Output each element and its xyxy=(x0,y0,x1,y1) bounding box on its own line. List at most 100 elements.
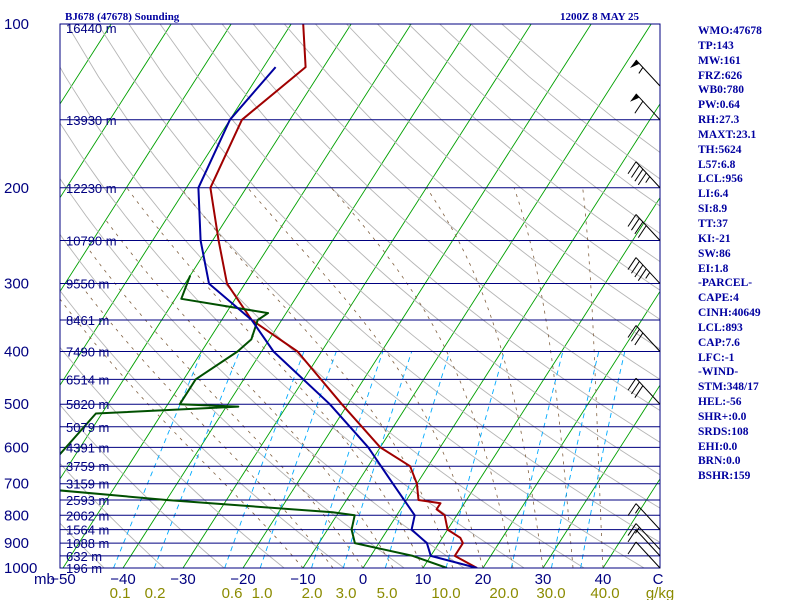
sounding-index-item: CAP:7.6 xyxy=(698,336,740,349)
wind-barb-flag xyxy=(634,221,644,235)
height-label: 1088 m xyxy=(66,536,109,551)
wind-barb xyxy=(630,59,661,87)
wind-barb-half-flag xyxy=(645,176,651,183)
wind-barb-staff xyxy=(635,257,661,284)
wind-barb-pennant xyxy=(630,93,639,102)
temperature-tick-label: −40 xyxy=(110,571,135,588)
wind-barb-flag xyxy=(627,214,637,227)
valid-time: 1200Z 8 MAY 25 xyxy=(560,11,639,23)
height-label: 1564 m xyxy=(66,523,109,538)
height-label: 4391 m xyxy=(66,440,109,455)
sounding-index-item: FRZ:626 xyxy=(698,69,743,82)
wind-barb-flag xyxy=(627,503,637,516)
isotherm-line xyxy=(60,24,172,199)
isotherm-line xyxy=(542,384,660,568)
pressure-tick-label: 1000 xyxy=(4,560,37,577)
mixing-ratio-tick-label: 3.0 xyxy=(336,585,357,600)
wind-barb-staff xyxy=(635,59,661,87)
wind-barb-flag xyxy=(634,332,644,346)
height-label: 3159 m xyxy=(66,477,109,492)
moist-adiabat-line xyxy=(330,187,514,568)
mixing-ratio-unit-label: g/kg xyxy=(646,585,674,600)
parcel-profile-line xyxy=(197,66,478,568)
sounding-index-item: EI:1.8 xyxy=(698,262,729,275)
height-label: 632 m xyxy=(66,549,102,564)
sounding-index-item: SRDS:108 xyxy=(698,425,749,438)
wind-barb-flag xyxy=(631,260,640,274)
sounding-index-item: SW:86 xyxy=(698,247,731,260)
sounding-index-item: CINH:40649 xyxy=(698,307,761,320)
height-label: 8461 m xyxy=(66,313,109,328)
height-label: 7490 m xyxy=(66,345,109,360)
wind-barb-flag xyxy=(634,100,644,114)
wind-barb-staff xyxy=(635,503,661,530)
isotherm-line xyxy=(482,290,660,568)
moist-adiabat-line xyxy=(73,275,334,568)
sounding-index-item: TP:143 xyxy=(698,39,734,52)
isotherm-line xyxy=(122,24,472,568)
height-label: 196 m xyxy=(66,561,102,576)
sounding-index-item: -WIND- xyxy=(698,366,739,379)
wind-barb-flag xyxy=(634,385,644,398)
plot-frame xyxy=(59,23,661,569)
sounding-index-item: WB0:780 xyxy=(698,84,744,97)
sounding-index-item: LFC:-1 xyxy=(698,351,735,364)
sounding-index-item: TH:5624 xyxy=(698,143,742,156)
wind-barb xyxy=(627,529,661,557)
plot-background xyxy=(60,24,660,568)
wind-barb xyxy=(627,214,661,241)
wind-barb xyxy=(627,541,661,569)
temperature-profile-line xyxy=(209,24,478,568)
wind-barb-flag xyxy=(631,381,640,395)
sounding-index-item: LCL:956 xyxy=(698,173,743,186)
wind-barb-flag xyxy=(627,523,637,536)
mixing-ratio-tick-label: 10.0 xyxy=(431,585,460,600)
height-label: 12230 m xyxy=(66,181,117,196)
height-label: 9550 m xyxy=(66,277,109,292)
pressure-tick-label: 600 xyxy=(4,439,29,456)
sounding-index-item: STM:348/17 xyxy=(698,381,759,394)
mixing-ratio-tick-label: 5.0 xyxy=(377,585,398,600)
wind-barb-flag xyxy=(637,225,647,238)
isotherm-line xyxy=(60,24,232,293)
isotherm-line xyxy=(422,196,660,568)
wind-barb-staff xyxy=(635,161,661,189)
mixing-ratio-tick-label: 40.0 xyxy=(590,585,619,600)
wind-barb xyxy=(627,325,661,352)
temperature-tick-label: −30 xyxy=(170,571,195,588)
dewpoint-profile-line xyxy=(60,275,448,568)
sounding-indices-panel: WMO:47678 TP:143 MW:161 FRZ:626 WB0:780 PW:0.… xyxy=(698,24,798,484)
height-label: 16440 m xyxy=(66,21,117,36)
wind-barb-flag xyxy=(634,168,644,182)
sounding-index-item: LCL:893 xyxy=(698,321,743,334)
mixing-ratio-tick-label: 1.0 xyxy=(252,585,273,600)
mixing-ratio-tick-label: 20.0 xyxy=(489,585,518,600)
pressure-tick-label: 200 xyxy=(4,180,29,197)
chart-title: BJ678 (47678) Sounding xyxy=(65,11,180,23)
wind-barb xyxy=(627,161,661,189)
wind-barb-flag xyxy=(637,268,647,281)
mixing-ratio-tick-label: 0.2 xyxy=(145,585,166,600)
sounding-index-item: PW:0.64 xyxy=(698,99,740,112)
height-label: 5079 m xyxy=(66,420,109,435)
height-label: 6514 m xyxy=(66,372,109,387)
wind-barb-pennant xyxy=(630,59,639,68)
wind-barb-staff xyxy=(635,523,661,550)
pressure-tick-label: 800 xyxy=(4,507,29,524)
sounding-index-item: RH:27.3 xyxy=(698,114,740,127)
wind-barb-staff xyxy=(635,529,661,557)
wind-barb xyxy=(630,93,661,121)
pressure-unit-label: mb xyxy=(34,571,55,588)
wind-barb-half-flag xyxy=(635,507,640,514)
sounding-index-item: MW:161 xyxy=(698,54,741,67)
wind-barb-staff xyxy=(635,214,661,241)
sounding-index-item: EHI:0.0 xyxy=(698,440,738,453)
sounding-index-item: SHR+:0.0 xyxy=(698,410,747,423)
wind-barb xyxy=(627,377,661,405)
isotherm-line xyxy=(362,103,660,568)
wind-barb xyxy=(627,523,661,550)
wind-barb-flag xyxy=(627,377,637,391)
mixing-ratio-tick-label: 2.0 xyxy=(302,585,323,600)
wind-barb-half-flag xyxy=(638,67,644,74)
